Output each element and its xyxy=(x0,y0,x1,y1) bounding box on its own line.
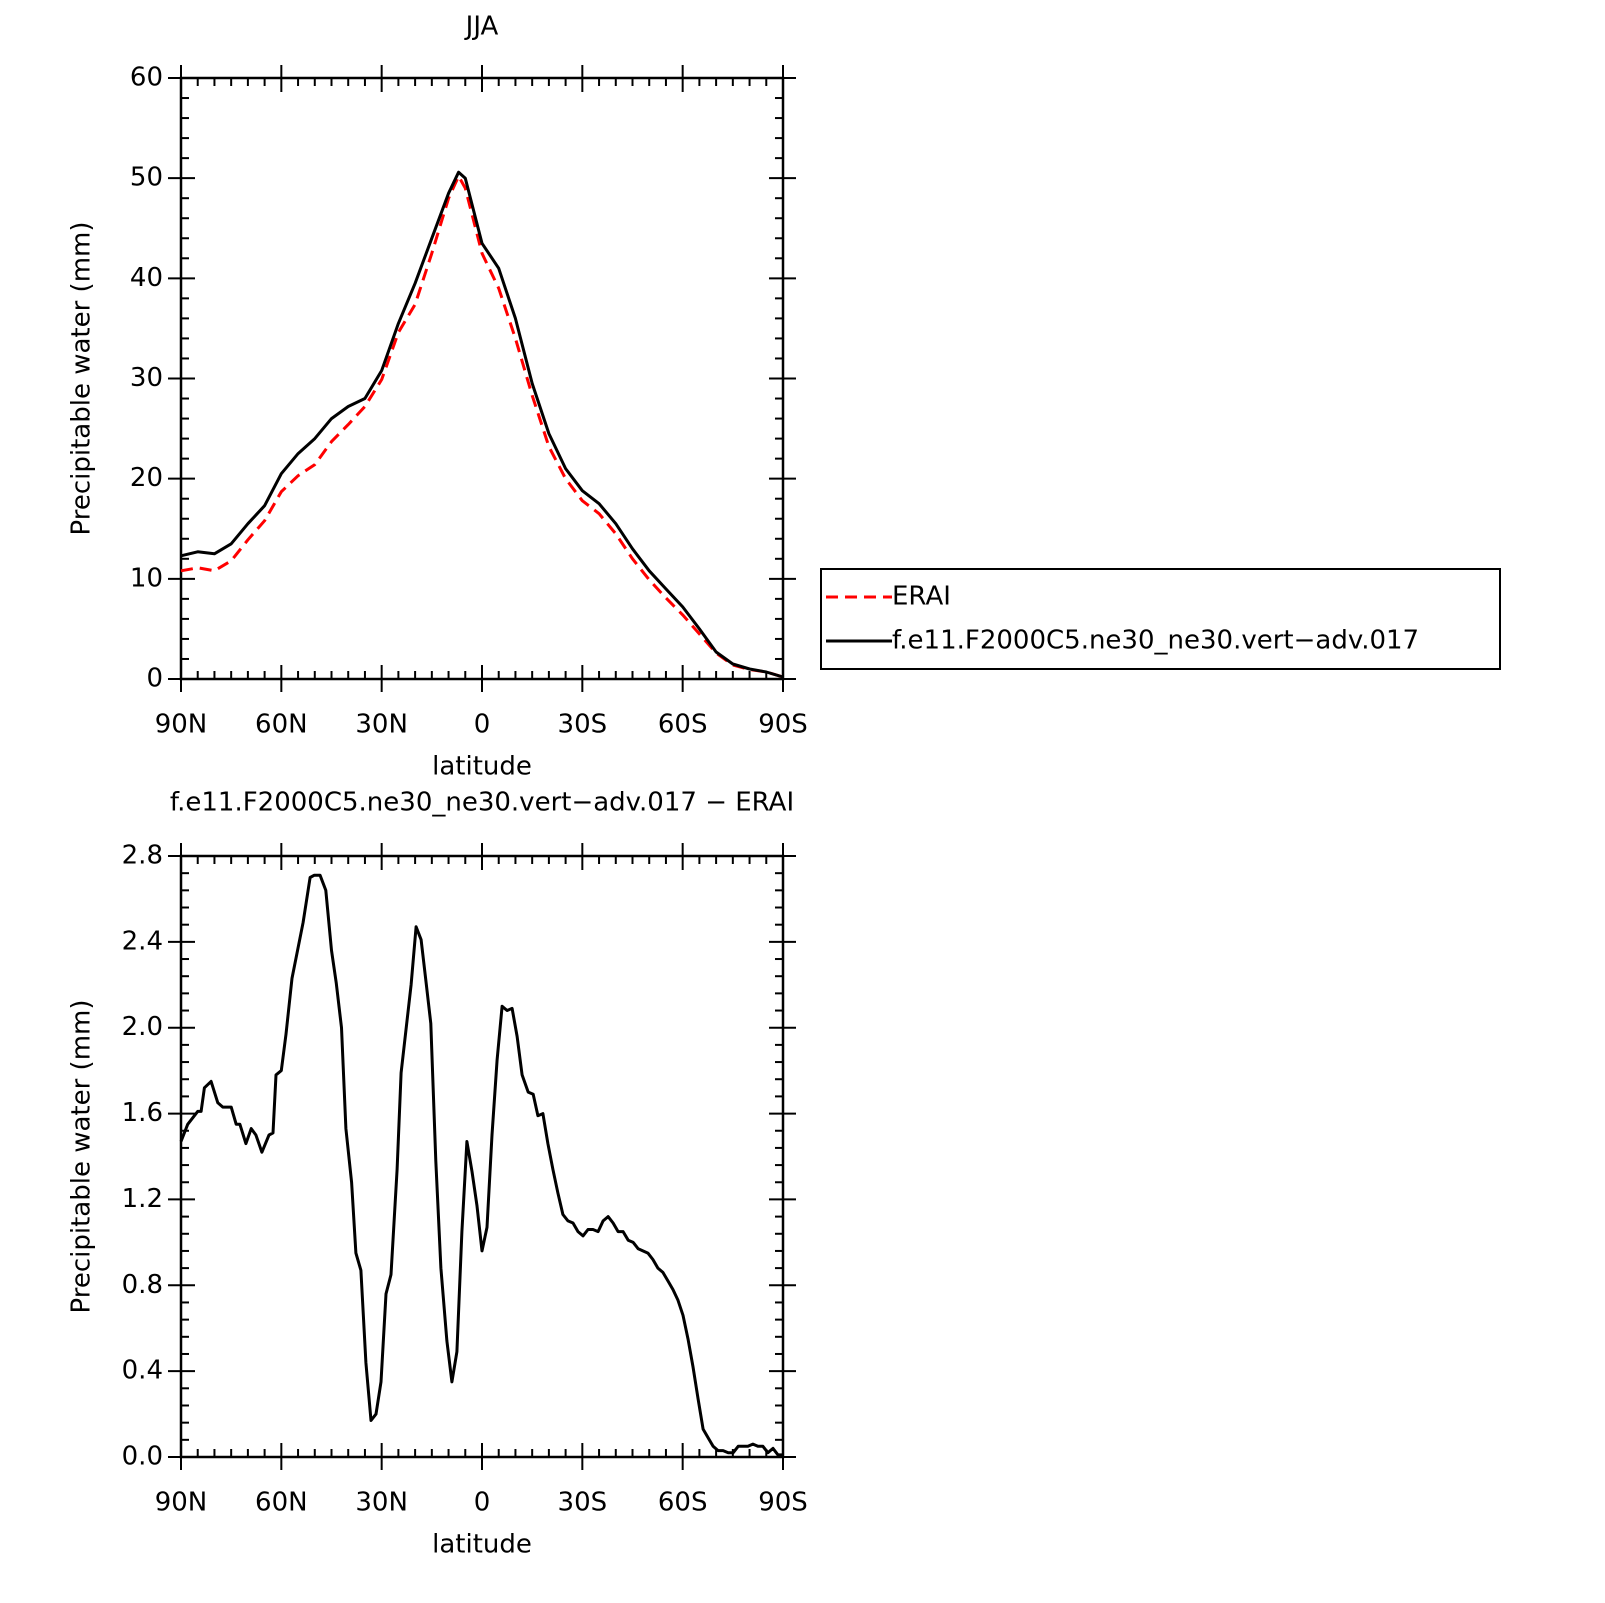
x-axis-label: latitude xyxy=(432,1530,532,1560)
x-tick-label: 60N xyxy=(255,710,308,740)
y-tick-label: 20 xyxy=(130,463,163,493)
y-tick-label: 50 xyxy=(130,163,163,193)
x-tick-label: 90N xyxy=(155,710,208,740)
legend-label: ERAI xyxy=(892,582,951,612)
x-axis-label: latitude xyxy=(432,752,532,782)
plot-frame xyxy=(179,854,785,1459)
y-tick-label: 30 xyxy=(130,363,163,393)
y-axis-label: Precipitable water (mm) xyxy=(67,222,97,536)
x-tick-label: 90S xyxy=(758,710,808,740)
x-tick-label: 90N xyxy=(155,1488,208,1518)
y-tick-label: 2.0 xyxy=(122,1012,163,1042)
chart-title: JJA xyxy=(464,12,499,42)
y-tick-label: 2.8 xyxy=(122,841,163,871)
y-tick-label: 0 xyxy=(146,664,163,694)
x-tick-label: 60S xyxy=(658,1488,708,1518)
x-tick-label: 60S xyxy=(658,710,708,740)
x-tick-label: 30S xyxy=(558,1488,608,1518)
y-tick-label: 60 xyxy=(130,63,163,93)
y-tick-label: 1.2 xyxy=(122,1184,163,1214)
legend-box xyxy=(820,568,1501,670)
data-line xyxy=(180,170,784,679)
data-line xyxy=(179,873,783,1457)
x-tick-label: 30N xyxy=(355,1488,408,1518)
x-tick-label: 90S xyxy=(758,1488,808,1518)
chart-title: f.e11.F2000C5.ne30_ne30.vert−adv.017 − E… xyxy=(170,788,794,818)
x-tick-label: 0 xyxy=(474,710,491,740)
x-tick-label: 0 xyxy=(474,1488,491,1518)
y-tick-label: 2.4 xyxy=(122,926,163,956)
y-tick-label: 0.4 xyxy=(122,1356,163,1386)
y-tick-label: 0.0 xyxy=(122,1442,163,1472)
plot-frame xyxy=(179,76,785,681)
y-tick-label: 0.8 xyxy=(122,1270,163,1300)
x-tick-label: 60N xyxy=(255,1488,308,1518)
x-tick-label: 30S xyxy=(558,710,608,740)
y-tick-label: 1.6 xyxy=(122,1098,163,1128)
legend-label: f.e11.F2000C5.ne30_ne30.vert−adv.017 xyxy=(892,626,1419,656)
y-tick-label: 10 xyxy=(130,563,163,593)
y-tick-label: 40 xyxy=(130,263,163,293)
y-axis-label: Precipitable water (mm) xyxy=(67,1000,97,1314)
x-tick-label: 30N xyxy=(355,710,408,740)
data-line xyxy=(180,174,784,679)
